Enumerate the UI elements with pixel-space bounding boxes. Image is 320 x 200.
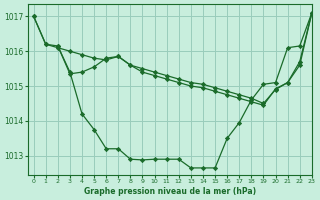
X-axis label: Graphe pression niveau de la mer (hPa): Graphe pression niveau de la mer (hPa) xyxy=(84,187,256,196)
